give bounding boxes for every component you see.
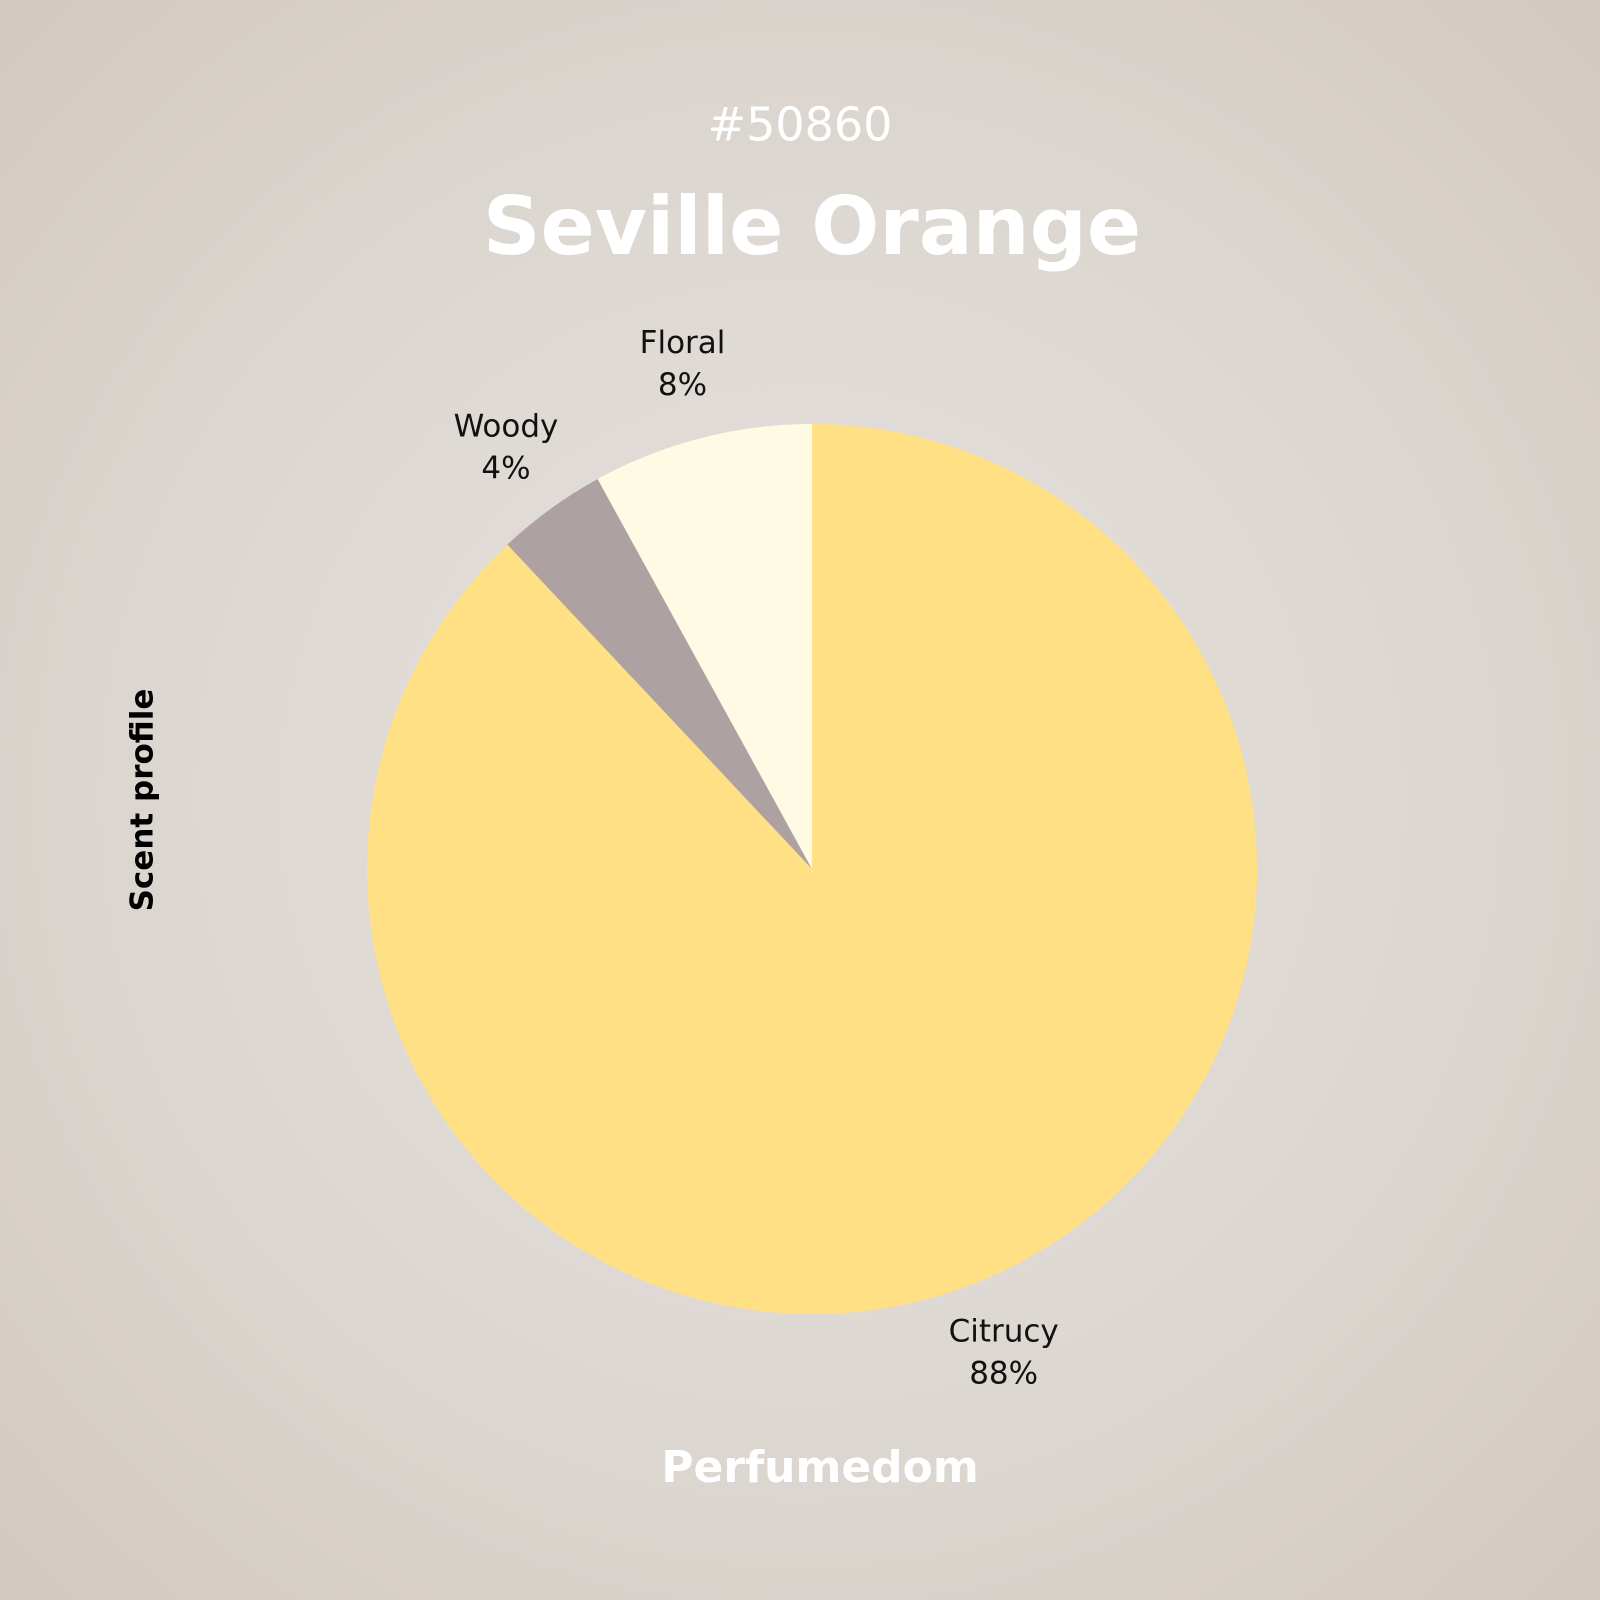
- value-label: 8%: [658, 367, 707, 403]
- axis-label: Scent profile: [125, 689, 161, 912]
- slice-label: Floral: [640, 325, 726, 361]
- slice-label: Citrucy: [949, 1314, 1059, 1350]
- value-label: 88%: [969, 1356, 1038, 1392]
- pie-slice: [597, 424, 812, 869]
- footer: Perfumedom: [661, 1442, 979, 1493]
- slice-label: Woody: [454, 408, 559, 444]
- chart-title: Seville Orange: [483, 180, 1141, 273]
- value-label: 4%: [481, 450, 530, 486]
- chart-subtitle: #50860: [708, 98, 893, 152]
- pie-slice: [507, 479, 812, 869]
